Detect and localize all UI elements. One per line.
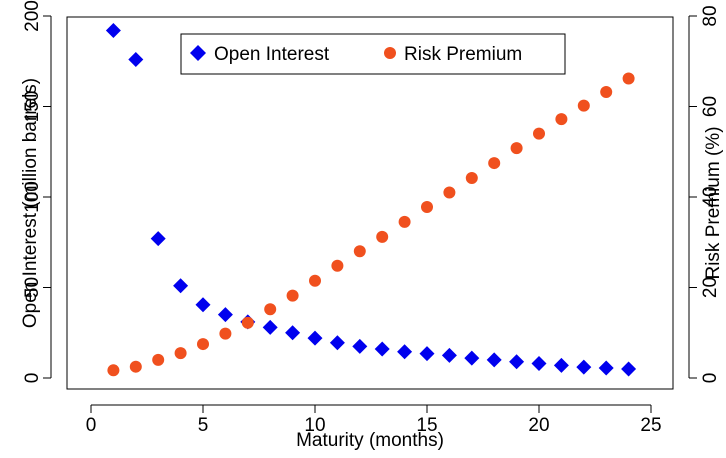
point-risk-premium [129,360,142,373]
point-risk-premium [622,72,635,85]
y2-axis-title: Risk Premium (%) [703,126,724,279]
x-tick-label: 10 [304,415,325,436]
point-open-interest [397,344,413,360]
point-open-interest [285,325,301,341]
point-risk-premium [264,303,277,316]
point-risk-premium [465,171,478,184]
y2-tick-label: 20 [700,277,721,298]
point-open-interest [486,352,502,368]
legend-label-open-interest: Open Interest [214,44,330,65]
point-open-interest [262,319,278,335]
point-open-interest [576,359,592,375]
x-axis-title: Maturity (months) [296,430,444,451]
point-risk-premium [421,200,433,213]
point-risk-premium [555,113,568,126]
legend-label-risk-premium: Risk Premium [404,44,522,65]
point-open-interest [598,360,614,376]
legend-marker-open-interest [190,45,206,61]
point-open-interest [105,22,121,38]
point-risk-premium [488,157,501,170]
point-risk-premium [286,289,299,302]
point-open-interest [464,350,480,366]
x-tick-label: 5 [198,415,209,436]
point-open-interest [307,330,323,346]
y-tick-label: 50 [22,277,43,298]
point-risk-premium [152,353,165,366]
y-tick-label: 0 [22,373,43,384]
point-risk-premium [577,99,590,112]
y-tick-label: 100 [22,181,43,213]
plot-frame [66,16,674,390]
point-open-interest [441,347,457,363]
point-risk-premium [600,86,613,99]
y-tick-label: 200 [22,0,43,32]
x-tick-label: 20 [528,415,549,436]
point-open-interest [531,356,547,372]
x-axis: 0 5 10 15 20 25 [86,404,662,436]
point-open-interest [419,346,435,362]
y-tick-label: 150 [22,91,43,123]
point-risk-premium [376,230,389,243]
point-risk-premium [241,316,254,329]
x-tick-label: 15 [416,415,437,436]
point-risk-premium [353,245,366,258]
x-tick-label: 25 [640,415,661,436]
y2-tick-label: 60 [700,96,721,117]
legend-marker-risk-premium [384,47,396,59]
point-open-interest [352,338,368,354]
point-open-interest [128,51,144,67]
point-risk-premium [331,259,344,272]
point-risk-premium [174,347,187,360]
point-open-interest [195,297,211,313]
x-tick-label: 0 [86,415,97,436]
point-risk-premium [219,327,232,340]
y2-tick-label: 40 [700,186,721,207]
y-axis-title: Open Interest (million barrels) [20,78,41,328]
point-open-interest [217,307,233,323]
point-risk-premium [197,338,209,351]
point-open-interest [173,278,189,294]
point-open-interest [329,335,345,351]
point-open-interest [509,354,525,370]
point-risk-premium [510,142,523,155]
legend: Open Interest Risk Premium [180,33,566,75]
y2-tick-label: 80 [700,5,721,26]
point-risk-premium [443,186,456,199]
legend-box [180,33,566,75]
point-risk-premium [107,364,120,377]
series-layer [105,22,637,377]
y-axis-right: 0 20 40 60 80 [688,5,721,384]
point-risk-premium [398,215,411,228]
point-open-interest [553,357,569,373]
point-risk-premium [533,127,545,140]
point-risk-premium [309,274,321,287]
y2-tick-label: 0 [700,373,721,384]
point-open-interest [150,231,166,247]
point-open-interest [621,361,637,377]
point-open-interest [374,341,390,357]
y-axis-left: 0 50 100 150 200 [22,0,52,384]
